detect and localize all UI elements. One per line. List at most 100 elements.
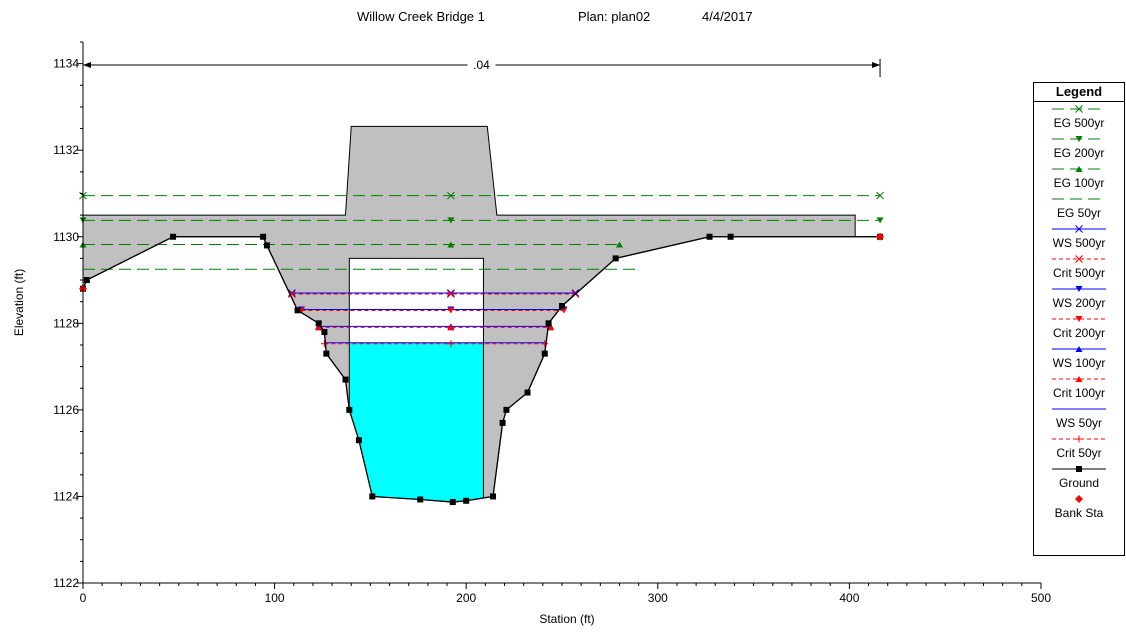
series-marker-crit-50yr	[541, 340, 549, 348]
ground-point	[559, 303, 565, 310]
y-tick-label: 1134	[53, 57, 79, 71]
series-marker-eg-100yr	[615, 241, 623, 248]
x-tick-label: 300	[648, 591, 668, 605]
series-marker-eg-500yr	[447, 191, 455, 200]
series-marker-eg-200yr	[447, 217, 455, 224]
legend-item-eg-500yr: EG 500yr	[1034, 102, 1124, 132]
ground-point	[503, 406, 510, 413]
legend-item-crit-200yr: Crit 200yr	[1034, 312, 1124, 342]
series-marker-crit-100yr	[547, 324, 555, 331]
ground-point	[463, 497, 470, 504]
legend-marker	[1075, 376, 1083, 382]
ground-point	[417, 496, 424, 503]
y-tick-label: 1124	[53, 489, 79, 503]
manning-n-arrowhead-right	[872, 62, 881, 68]
manning-n-label-bg	[467, 57, 496, 71]
series-marker-crit-100yr	[447, 324, 455, 331]
x-tick-label: 100	[265, 591, 285, 605]
x-tick-label: 200	[456, 591, 476, 605]
ground-point	[449, 499, 456, 506]
legend-label: EG 100yr	[1053, 176, 1105, 190]
manning-n-label: .04	[473, 58, 490, 72]
y-tick-label: 1122	[53, 576, 79, 590]
ground-point	[545, 320, 552, 327]
chart-title-project: Willow Creek Bridge 1	[357, 9, 485, 24]
chart-title-plan: Plan: plan02	[578, 9, 651, 24]
legend-label: Crit 50yr	[1056, 446, 1102, 460]
series-marker-crit-50yr	[320, 340, 328, 348]
legend-swatch	[1052, 408, 1106, 410]
series-marker-crit-500yr	[447, 290, 455, 298]
legend-item-eg-200yr: EG 200yr	[1034, 132, 1124, 162]
legend-label: Crit 500yr	[1052, 266, 1105, 280]
water-area	[349, 342, 484, 503]
ground-point	[346, 406, 353, 413]
legend-swatch	[1052, 316, 1106, 322]
legend-label: Ground	[1058, 476, 1100, 490]
ground-point	[323, 350, 330, 357]
manning-n-arrowhead-left	[83, 62, 91, 68]
ground-point	[727, 233, 734, 240]
ground-point	[260, 233, 267, 240]
ground-point	[541, 350, 548, 357]
series-marker-crit-200yr	[447, 307, 455, 314]
legend-swatch	[1052, 136, 1106, 142]
legend-swatch	[1052, 166, 1106, 172]
legend-marker	[1075, 136, 1083, 142]
legend-items: EG 500yr EG 200yr EG 100yr EG 50yr WS 500yr C…	[1034, 102, 1124, 522]
legend-label: Crit 200yr	[1052, 326, 1105, 340]
x-tick-label: 400	[839, 591, 859, 605]
legend-item-crit-500yr: Crit 500yr	[1034, 252, 1124, 282]
legend-marker	[1076, 466, 1082, 472]
legend-label: EG 200yr	[1053, 146, 1105, 160]
legend-item-ws-200yr: WS 200yr	[1034, 282, 1124, 312]
legend-swatch	[1052, 286, 1106, 292]
legend-swatch	[1052, 225, 1106, 233]
legend: Legend EG 500yr EG 200yr EG 100yr EG 50yr WS…	[1033, 82, 1125, 556]
ground-point	[490, 493, 497, 500]
legend-swatch	[1075, 495, 1083, 503]
legend-swatch	[1052, 255, 1106, 263]
legend-marker	[1075, 286, 1083, 292]
legend-marker	[1075, 316, 1083, 322]
legend-label: WS 100yr	[1052, 356, 1106, 370]
legend-label: WS 50yr	[1055, 416, 1102, 430]
ground-point	[706, 233, 713, 240]
legend-label: WS 500yr	[1052, 236, 1106, 250]
legend-item-bank-sta: Bank Sta	[1034, 492, 1124, 522]
y-tick-label: 1128	[53, 316, 79, 330]
bridge-low-chord	[348, 257, 484, 498]
ground-point	[263, 242, 270, 249]
ground-point	[170, 233, 177, 240]
y-tick-label: 1130	[53, 230, 79, 244]
ground-point	[524, 389, 531, 396]
ground-point	[315, 320, 322, 327]
legend-swatch	[1052, 435, 1106, 443]
y-axis-label: Elevation (ft)	[12, 269, 26, 336]
legend-item-crit-100yr: Crit 100yr	[1034, 372, 1124, 402]
ground-point	[294, 307, 301, 314]
ground-point	[369, 493, 376, 500]
legend-swatch	[1052, 105, 1106, 113]
series-marker-eg-100yr	[447, 241, 455, 248]
legend-swatch	[1052, 198, 1106, 200]
ground-point	[321, 328, 328, 335]
legend-swatch	[1052, 376, 1106, 382]
legend-item-ground: Ground	[1034, 462, 1124, 492]
legend-swatch	[1052, 466, 1106, 472]
legend-swatch	[1052, 346, 1106, 352]
ground-point	[612, 255, 619, 262]
legend-title: Legend	[1034, 83, 1124, 102]
legend-item-ws-100yr: WS 100yr	[1034, 342, 1124, 372]
legend-label: EG 50yr	[1056, 206, 1101, 220]
legend-label: EG 500yr	[1053, 116, 1105, 130]
legend-marker	[1075, 105, 1083, 113]
series-marker-eg-500yr	[876, 191, 884, 200]
x-tick-label: 0	[80, 591, 87, 605]
legend-item-eg-100yr: EG 100yr	[1034, 162, 1124, 192]
legend-marker	[1075, 495, 1083, 503]
series-marker-crit-100yr	[315, 324, 323, 331]
legend-item-crit-50yr: Crit 50yr	[1034, 432, 1124, 462]
ground-point	[342, 376, 349, 383]
legend-marker	[1075, 225, 1083, 233]
